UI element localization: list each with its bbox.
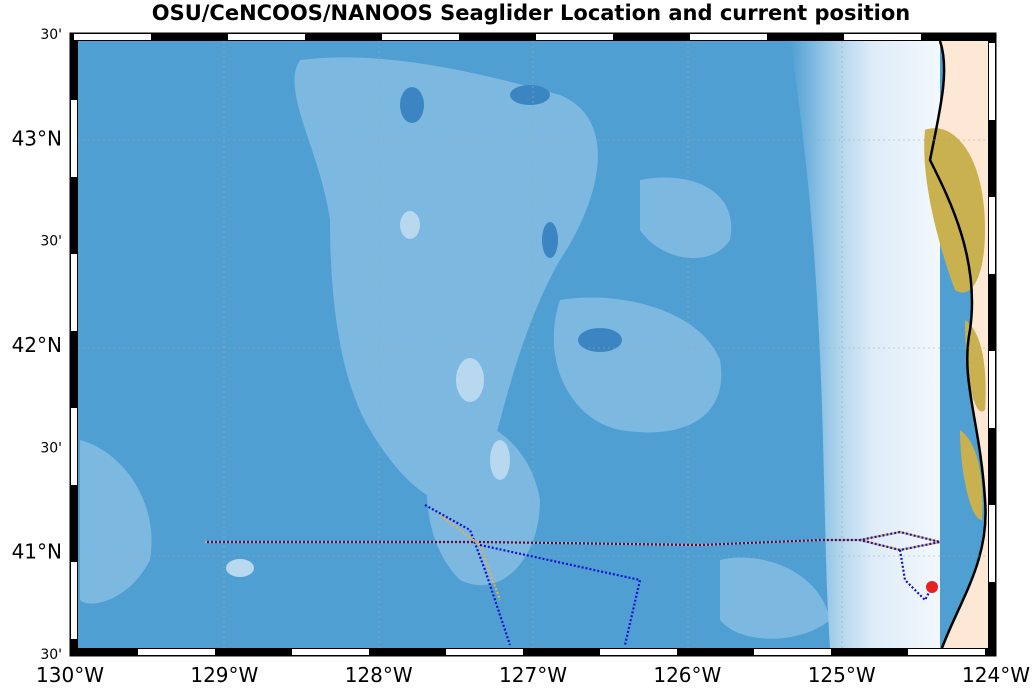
coastline	[928, 40, 987, 649]
map-title: OSU/CeNCOOS/NANOOS Seaglider Location an…	[152, 1, 911, 25]
y-tick-label: 43°N	[12, 126, 62, 150]
x-tick-label: 127°W	[499, 663, 567, 687]
map-area	[78, 40, 988, 649]
graticule	[78, 41, 988, 648]
x-tick-label: 125°W	[808, 663, 876, 687]
shallow-regions	[80, 57, 830, 639]
deep-regions	[400, 85, 622, 352]
y-tick-label: 41°N	[12, 540, 62, 564]
x-tick-label: 130°W	[36, 663, 104, 687]
y-tick-label: 30'	[40, 647, 62, 663]
y-tick-label: 30'	[40, 234, 62, 250]
x-tick-label: 128°W	[345, 663, 413, 687]
y-tick-label: 30'	[40, 440, 62, 456]
glider-track	[205, 504, 941, 646]
x-tick-label: 124°W	[962, 663, 1030, 687]
current-position	[926, 581, 938, 593]
highs	[226, 211, 510, 577]
x-tick-label: 126°W	[653, 663, 721, 687]
x-tick-label: 129°W	[190, 663, 258, 687]
y-tick-label: 30'	[40, 27, 62, 43]
terrain	[924, 128, 986, 520]
y-tick-label: 42°N	[12, 333, 62, 357]
frame	[70, 33, 996, 656]
